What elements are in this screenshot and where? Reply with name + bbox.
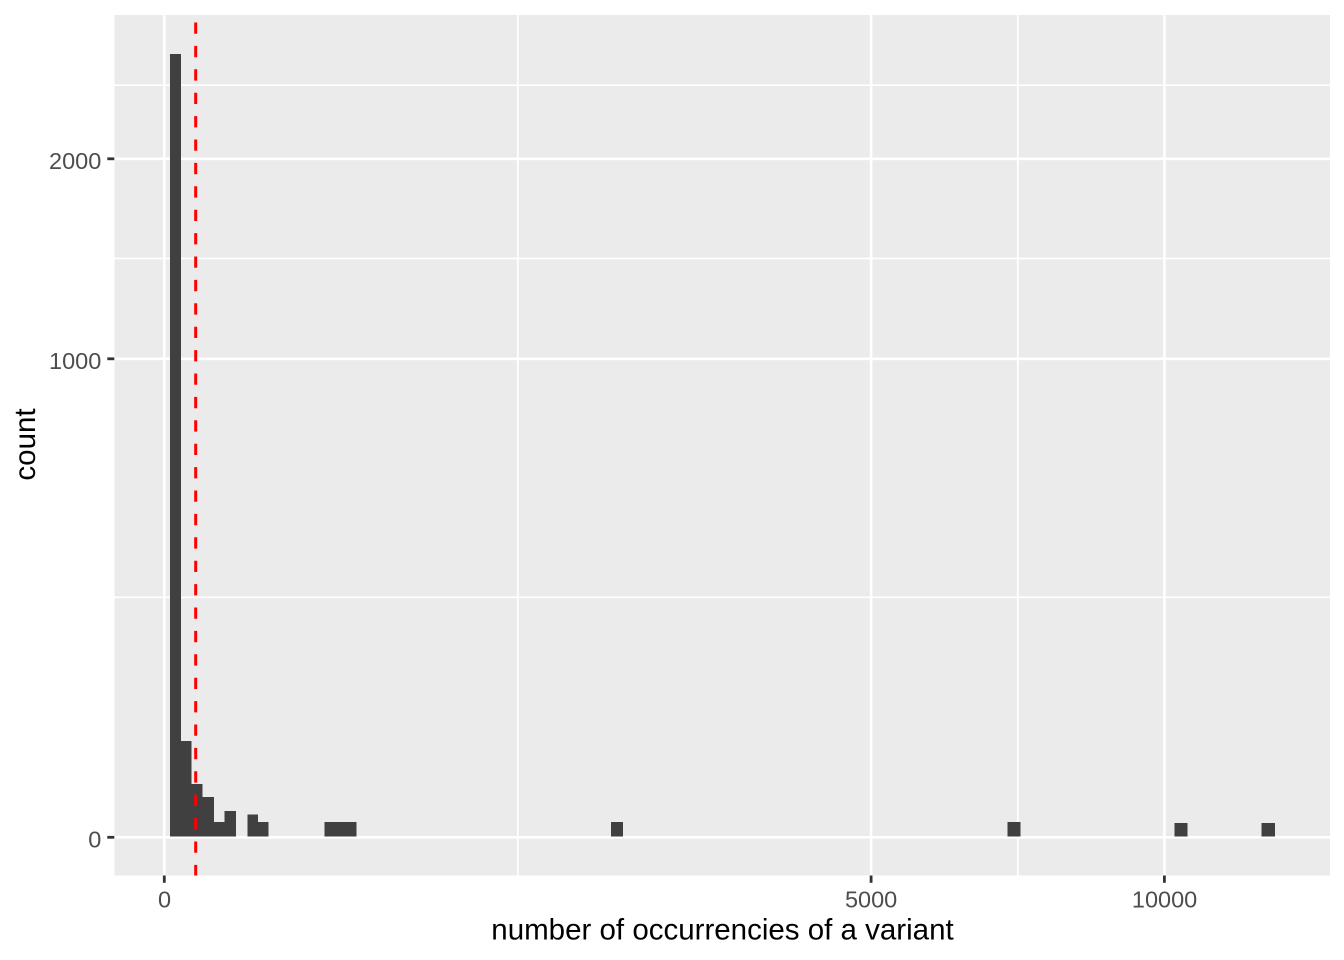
svg-text:0: 0: [158, 886, 171, 912]
svg-text:0: 0: [88, 826, 101, 852]
svg-text:1000: 1000: [49, 348, 101, 374]
svg-text:count: count: [9, 408, 42, 480]
svg-text:10000: 10000: [1132, 886, 1197, 912]
svg-text:5000: 5000: [845, 886, 897, 912]
svg-text:number of occurrencies of a va: number of occurrencies of a variant: [491, 914, 953, 947]
svg-text:2000: 2000: [49, 148, 101, 174]
